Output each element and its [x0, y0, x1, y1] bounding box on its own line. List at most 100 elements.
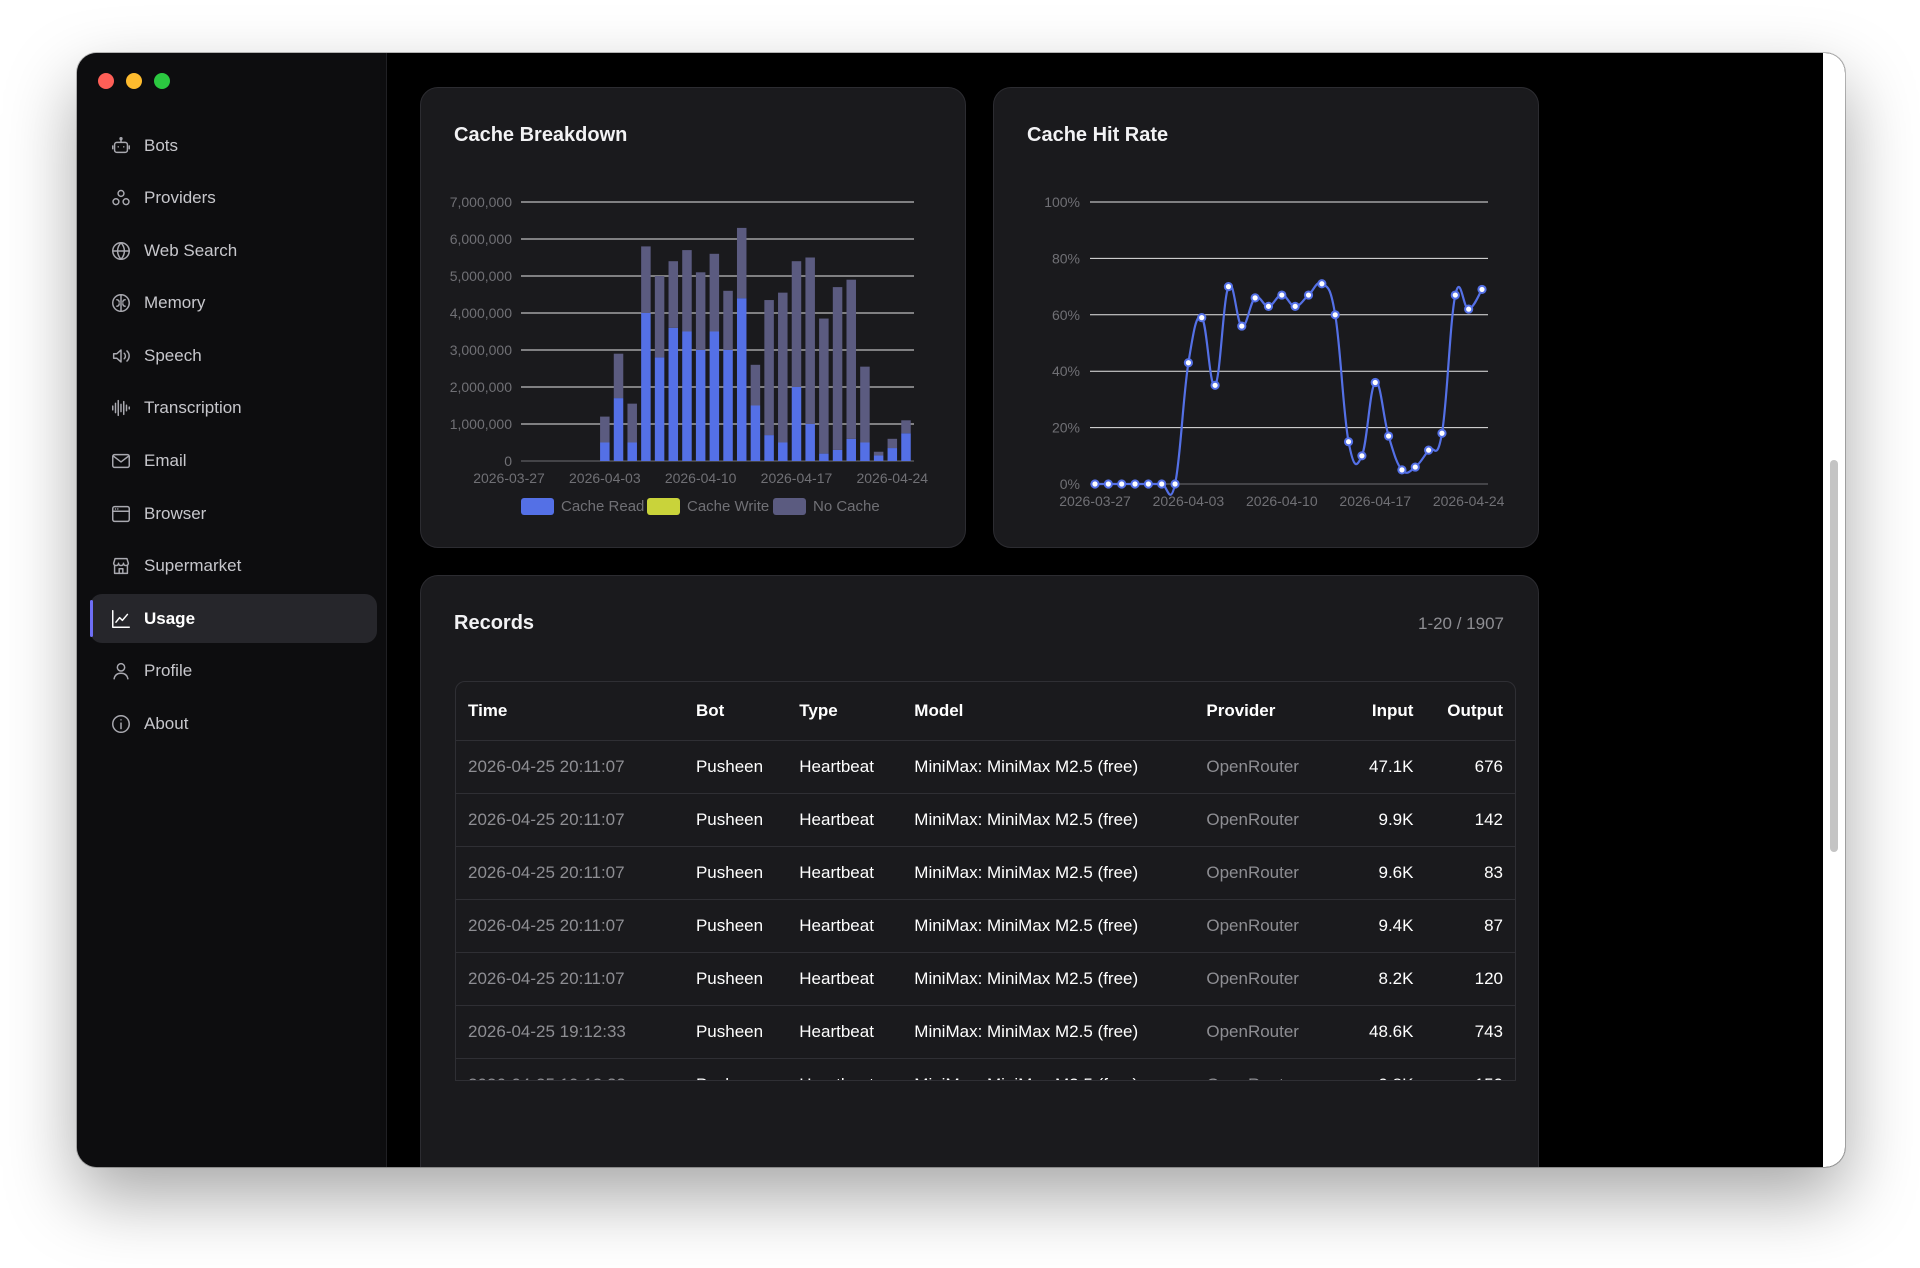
hit-rate-point — [1437, 428, 1447, 438]
records-card: Records 1-20 / 1907 Time Bot Type Model Prov… — [420, 575, 1539, 1167]
cache-breakdown-card: Cache Breakdown 0 1,000,000 2,000,000 3,000… — [420, 87, 966, 548]
sidebar-item-supermarket[interactable]: Supermarket — [90, 542, 377, 591]
x-tick-label: 2026-03-27 — [473, 470, 545, 486]
column-header-type[interactable]: Type — [787, 682, 903, 741]
sidebar-item-browser[interactable]: Browser — [90, 489, 377, 538]
cell-input: 9.8K — [1332, 1058, 1426, 1080]
cell-output: 676 — [1425, 740, 1515, 794]
sidebar-item-transcription[interactable]: Transcription — [90, 384, 377, 433]
table-row[interactable]: 2026-04-25 20:11:07 Pusheen Heartbeat MiniM… — [456, 740, 1515, 794]
table-row[interactable]: 2026-04-25 20:11:07 Pusheen Heartbeat MiniM… — [456, 846, 1515, 900]
sidebar-item-usage[interactable]: Usage — [90, 594, 377, 644]
bar-cache-read — [832, 449, 843, 461]
bar-cache-read — [805, 424, 815, 461]
hit-rate-point — [1237, 321, 1247, 331]
cell-time: 2026-04-25 20:11:07 — [456, 952, 684, 1006]
sidebar-item-speech[interactable]: Speech — [90, 331, 377, 380]
bar-no-cache — [860, 366, 870, 443]
cache-hit-rate-chart: 0% 20% 40% 60% 80% 100% 2026-03-27 2026-04-03 20… — [1044, 194, 1505, 509]
column-header-time[interactable]: Time — [456, 682, 684, 741]
chart-line-icon — [109, 607, 133, 631]
bar-no-cache — [613, 353, 624, 399]
hit-rate-point — [1303, 290, 1314, 300]
vertical-scrollbar[interactable] — [1823, 53, 1845, 1167]
cell-type: Heartbeat — [787, 793, 903, 847]
sidebar-item-label: Web Search — [144, 240, 238, 260]
bar-no-cache — [682, 250, 692, 332]
bar-no-cache — [901, 420, 911, 434]
bar-no-cache — [832, 287, 843, 450]
table-row[interactable]: 2026-04-25 20:11:07 Pusheen Heartbeat MiniM… — [456, 793, 1515, 847]
bar-no-cache — [750, 364, 761, 406]
y-tick-label: 7,000,000 — [450, 194, 512, 210]
cell-bot: Pusheen — [683, 1005, 788, 1059]
cache-breakdown-chart: 0 1,000,000 2,000,000 3,000,000 4,000,000 5,0… — [450, 194, 928, 515]
bot-icon — [109, 134, 133, 158]
column-header-provider[interactable]: Provider — [1194, 682, 1333, 741]
window-controls — [98, 73, 170, 89]
column-header-output[interactable]: Output — [1425, 682, 1515, 741]
hit-rate-point — [1477, 284, 1487, 295]
sidebar-item-memory[interactable]: Memory — [90, 279, 377, 328]
sidebar-item-bots[interactable]: Bots — [90, 121, 377, 170]
sidebar-item-label: Profile — [144, 661, 193, 681]
column-header-bot[interactable]: Bot — [683, 682, 788, 741]
sidebar-item-profile[interactable]: Profile — [90, 647, 377, 696]
cell-provider: OpenRouter — [1194, 952, 1333, 1006]
sidebar-item-email[interactable]: Email — [90, 437, 377, 486]
cache-hit-rate-card: Cache Hit Rate 0% 20% 40% 60% 80% 100% 2026-03… — [993, 87, 1539, 548]
main-content: Cache Breakdown 0 1,000,000 2,000,000 3,000… — [387, 53, 1845, 1167]
legend-label: Cache Read — [561, 498, 644, 515]
x-tick-label: 2026-04-24 — [856, 470, 928, 486]
bar-no-cache — [600, 416, 610, 443]
cell-model: MiniMax: MiniMax M2.5 (free) — [902, 793, 1195, 847]
sidebar-item-providers[interactable]: Providers — [90, 174, 377, 223]
legend-label: No Cache — [813, 498, 880, 515]
y-tick-label: 20% — [1052, 420, 1080, 436]
sidebar-item-label: Providers — [144, 188, 216, 208]
minimize-window-button[interactable] — [126, 73, 142, 89]
x-tick-label: 2026-04-24 — [1433, 493, 1505, 509]
records-title: Records — [454, 612, 535, 634]
store-icon — [109, 554, 133, 578]
cell-provider: OpenRouter — [1194, 1005, 1333, 1059]
bar-no-cache — [627, 403, 637, 443]
scrollbar-thumb[interactable] — [1830, 460, 1838, 852]
table-row[interactable]: 2026-04-25 20:11:07 Pusheen Heartbeat MiniM… — [456, 952, 1515, 1006]
cell-bot: Pusheen — [683, 952, 788, 1006]
table-row[interactable]: 2026-04-25 20:11:07 Pusheen Heartbeat MiniM… — [456, 899, 1515, 953]
hit-rate-point — [1250, 293, 1260, 303]
bar-no-cache — [791, 261, 802, 387]
bar-no-cache — [778, 292, 788, 443]
hit-rate-point — [1210, 380, 1220, 390]
zoom-window-button[interactable] — [154, 73, 170, 89]
cache-breakdown-title: Cache Breakdown — [454, 124, 628, 146]
user-icon — [109, 659, 133, 683]
cell-type: Heartbeat — [787, 1005, 903, 1059]
bar-cache-read — [791, 387, 802, 461]
bar-cache-read — [682, 331, 692, 461]
table-row[interactable]: 2026-04-25 19:12:33PusheenHeartbeatMiniM… — [456, 1058, 1515, 1080]
legend-swatch — [773, 498, 806, 515]
hit-rate-point — [1357, 451, 1367, 461]
cell-output: 120 — [1425, 952, 1515, 1006]
cell-input: 8.2K — [1332, 952, 1426, 1006]
column-header-input[interactable]: Input — [1332, 682, 1426, 741]
bar-no-cache — [873, 451, 884, 456]
sidebar-item-web-search[interactable]: Web Search — [90, 226, 377, 275]
bar-cache-read — [873, 455, 884, 461]
close-window-button[interactable] — [98, 73, 114, 89]
bar-no-cache — [641, 246, 651, 313]
hit-rate-point — [1130, 479, 1140, 489]
cell-output: 743 — [1425, 1005, 1515, 1059]
hit-rate-point — [1197, 313, 1207, 323]
sidebar-item-about[interactable]: About — [90, 700, 377, 749]
y-tick-label: 100% — [1044, 194, 1080, 210]
column-header-model[interactable]: Model — [902, 682, 1195, 741]
bar-cache-read — [654, 357, 665, 461]
x-tick-label: 2026-04-17 — [1339, 493, 1411, 509]
speaker-icon — [109, 344, 133, 368]
cell-provider: OpenRouter — [1194, 740, 1333, 794]
hit-rate-point — [1143, 479, 1153, 489]
